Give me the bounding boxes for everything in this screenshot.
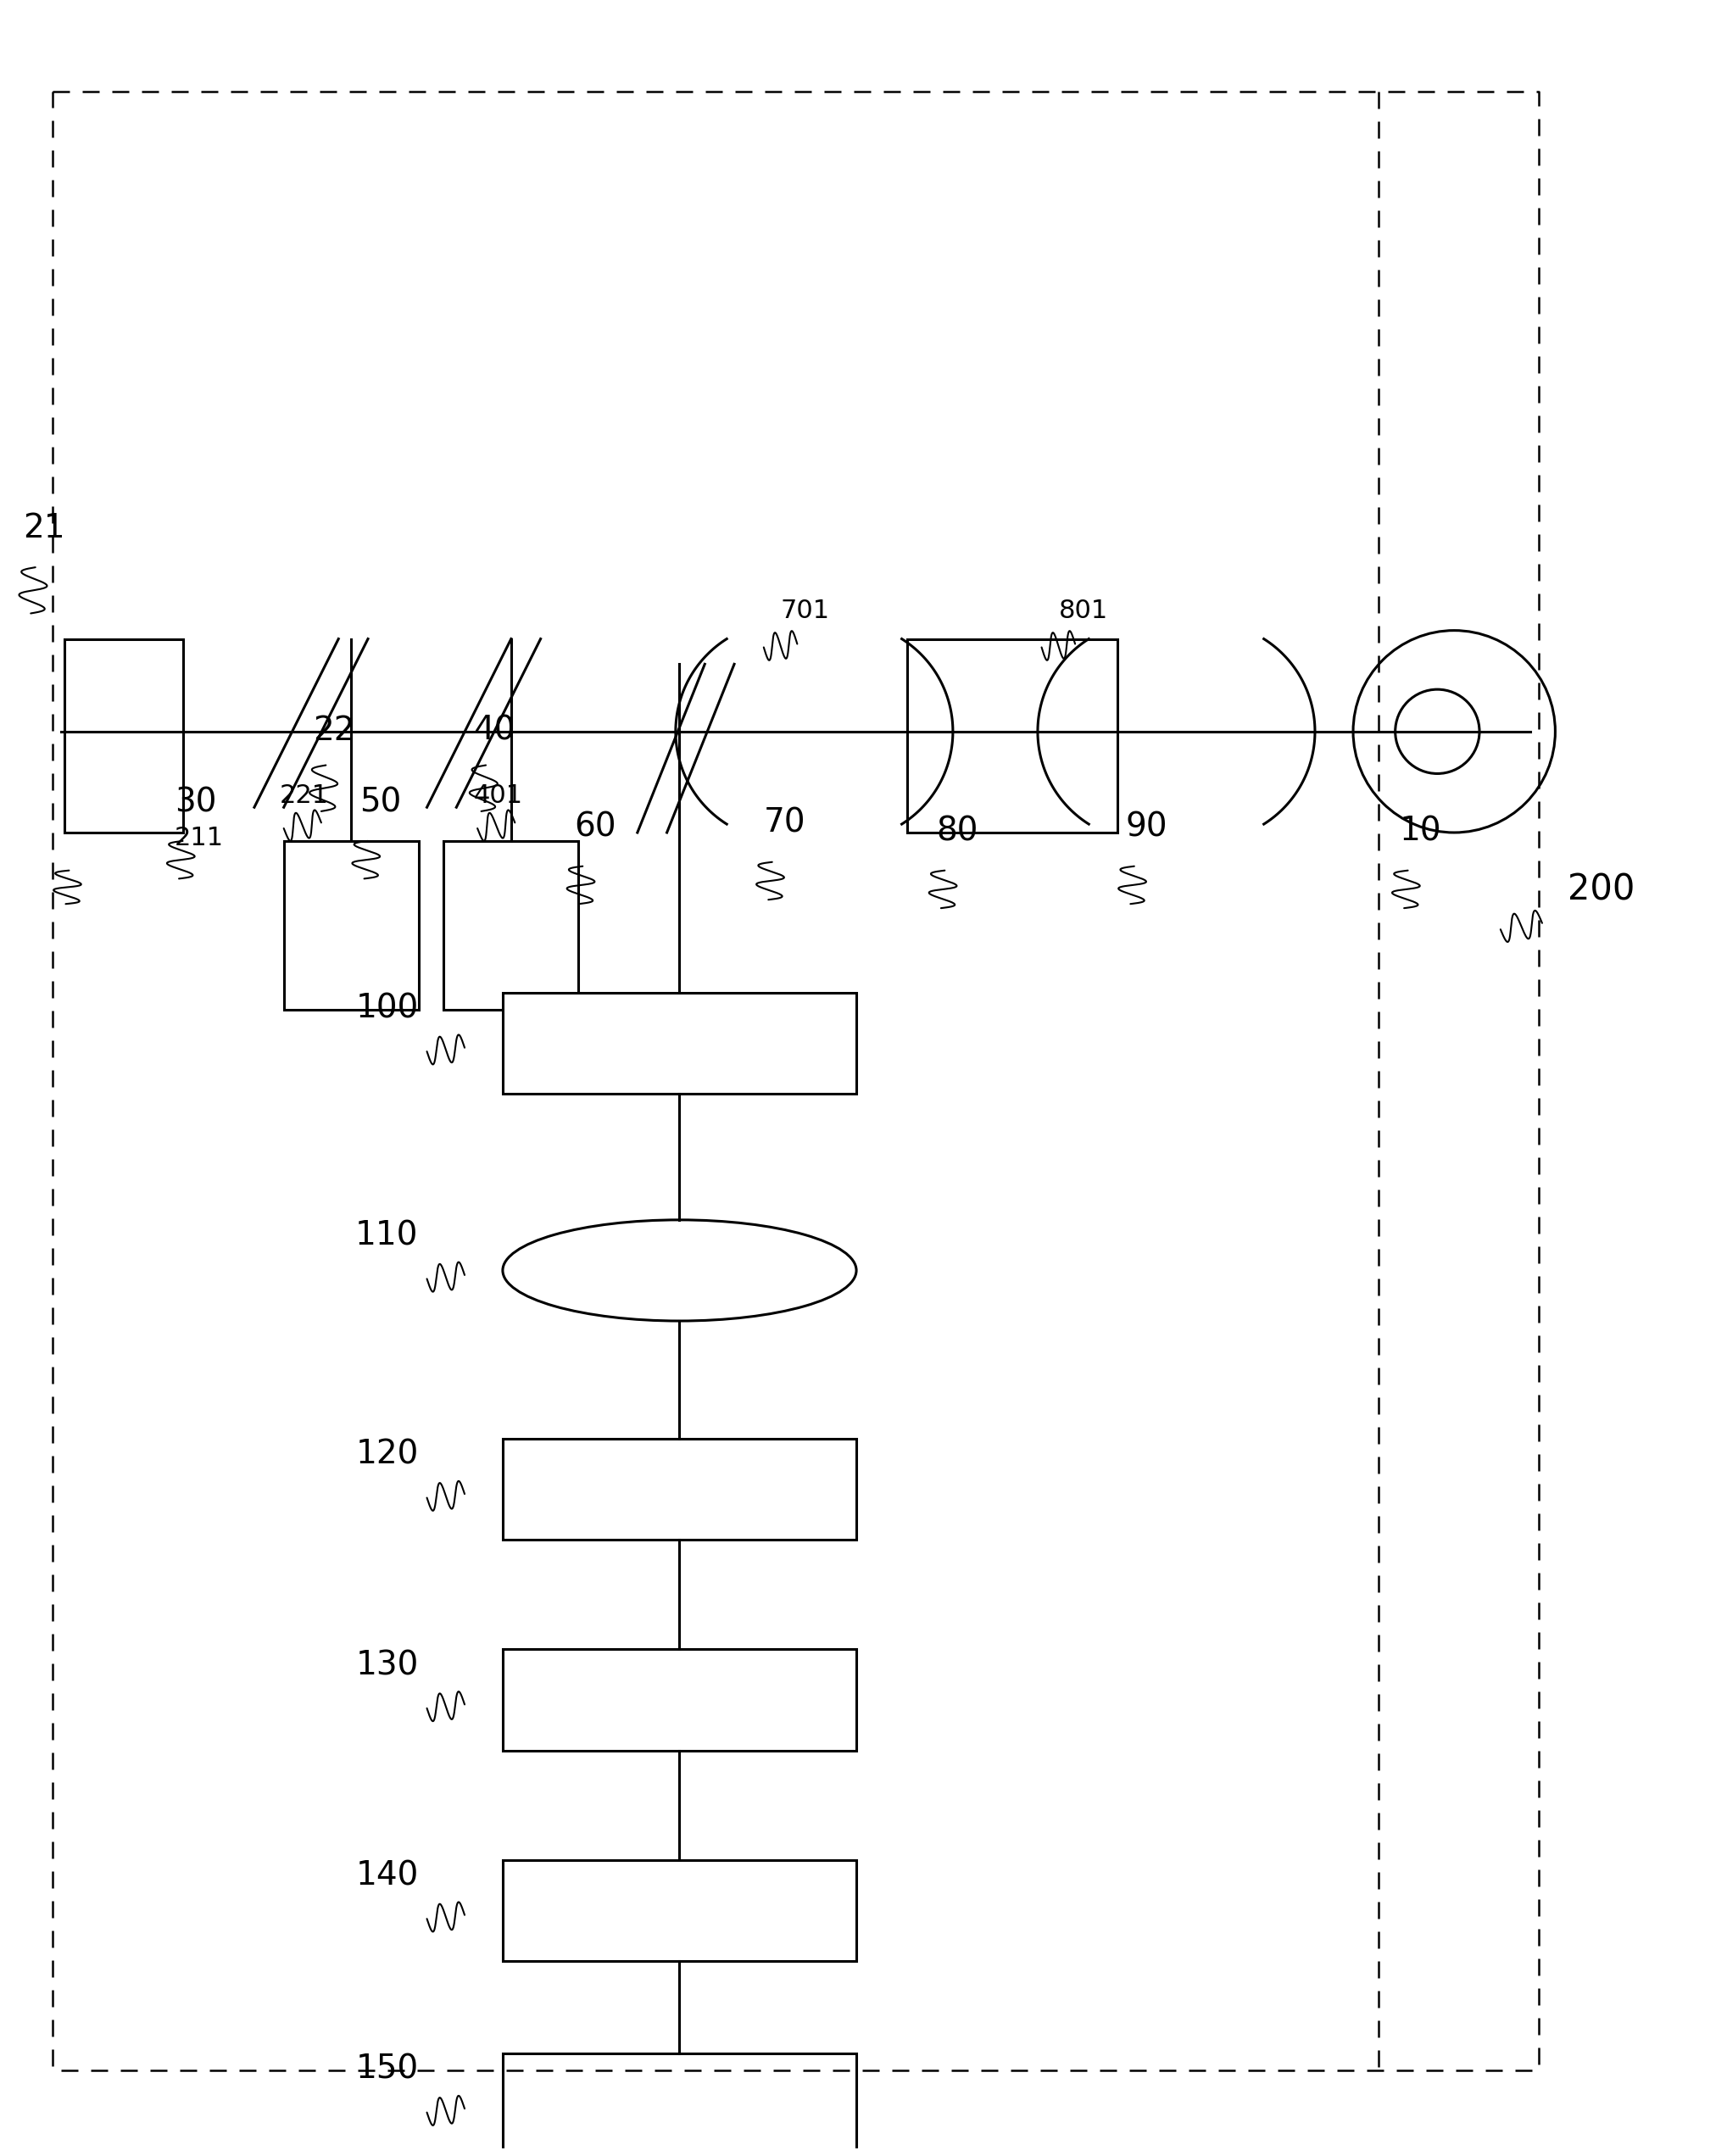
Ellipse shape [503,1220,857,1322]
Text: 140: 140 [356,1861,418,1891]
Text: 221: 221 [280,783,328,808]
Text: 10: 10 [1399,815,1442,847]
FancyBboxPatch shape [503,1649,857,1751]
Text: 50: 50 [359,787,401,819]
Text: 120: 120 [356,1438,418,1470]
Text: 30: 30 [174,787,216,819]
FancyBboxPatch shape [503,1438,857,1539]
Text: 21: 21 [22,513,66,545]
Text: 110: 110 [356,1220,418,1253]
Text: 22: 22 [313,714,356,746]
FancyBboxPatch shape [503,992,857,1093]
Text: 801: 801 [1059,599,1107,623]
Text: 211: 211 [174,826,223,849]
FancyBboxPatch shape [503,1861,857,1960]
Circle shape [1354,630,1556,832]
FancyBboxPatch shape [907,638,1117,832]
Circle shape [1395,690,1480,774]
Text: 401: 401 [473,783,523,808]
Text: 60: 60 [575,811,617,843]
FancyBboxPatch shape [283,841,418,1009]
Text: 90: 90 [1126,811,1167,843]
Text: 150: 150 [356,2053,418,2085]
Text: 40: 40 [473,714,515,746]
FancyBboxPatch shape [444,841,579,1009]
FancyBboxPatch shape [503,2053,857,2154]
Text: 80: 80 [936,815,977,847]
Text: 701: 701 [781,599,831,623]
Text: 70: 70 [763,806,807,839]
FancyBboxPatch shape [66,638,183,832]
Text: 100: 100 [356,992,418,1024]
Text: 130: 130 [356,1649,418,1682]
Text: 200: 200 [1568,871,1635,908]
